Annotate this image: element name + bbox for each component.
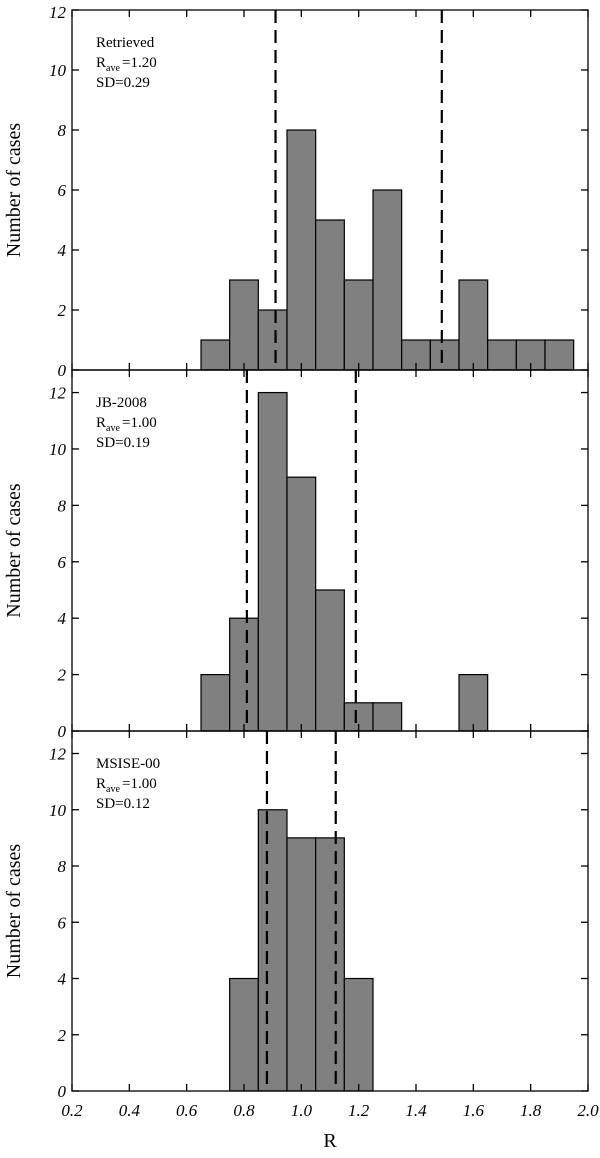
y-tick-label: 6 <box>58 181 67 200</box>
x-tick-label: 0.8 <box>233 1101 255 1120</box>
x-tick-label: 2.0 <box>577 1101 599 1120</box>
y-tick-label: 0 <box>58 361 67 380</box>
histogram-panel-2: 0 2 4 6 8 10 12 Number of cases JB-2008 R ave =1.00… <box>3 369 589 741</box>
histogram-bar <box>257 391 288 732</box>
x-tick-label: 1.6 <box>463 1101 485 1120</box>
y-tick-label: 0 <box>58 1082 67 1101</box>
y-tick-label: 6 <box>58 553 67 572</box>
annotation-name: Retrieved <box>96 35 155 51</box>
histogram-bar <box>487 339 517 371</box>
histogram-bar <box>229 279 259 371</box>
y-axis-label: Number of cases <box>3 123 25 258</box>
y-tick-label: 2 <box>58 301 67 320</box>
histogram-panel-1: 0 2 4 6 8 10 12 Number of cases Retrieved R ave =1.… <box>3 3 589 380</box>
annotation-r-subscript: ave <box>106 423 120 434</box>
annotation-r-subscript: ave <box>106 63 120 74</box>
histogram-bar <box>544 339 575 371</box>
histogram-bar <box>229 617 259 732</box>
histogram-bar <box>286 837 317 1092</box>
x-tick-label: 1.2 <box>348 1101 370 1120</box>
histogram-bar <box>229 977 259 1092</box>
y-tick-label: 4 <box>58 609 67 628</box>
y-tick-label: 8 <box>58 857 67 876</box>
y-tick-label: 10 <box>49 61 67 80</box>
annotation-name: MSISE-00 <box>96 756 160 772</box>
histogram-bar <box>343 977 374 1092</box>
y-tick-label: 12 <box>49 3 67 22</box>
y-tick-label: 4 <box>58 970 67 989</box>
y-axis-label: Number of cases <box>3 483 25 618</box>
annotation-r-subscript: ave <box>106 784 120 795</box>
plot-frame <box>71 730 589 1092</box>
histogram-bar <box>429 339 460 371</box>
y-tick-label: 2 <box>58 1026 67 1045</box>
annotation-r-symbol: R <box>96 415 106 431</box>
y-tick-label: 12 <box>49 384 67 403</box>
y-axis-label: Number of cases <box>3 844 25 979</box>
x-axis-label: R <box>323 1130 337 1152</box>
y-tick-label: 8 <box>58 496 67 515</box>
histogram-bar <box>372 189 403 371</box>
x-tick-label: 0.4 <box>119 1101 141 1120</box>
annotation-r-value: =1.00 <box>122 776 157 792</box>
histogram-bar <box>200 673 231 732</box>
annotation-r-value: =1.00 <box>122 415 157 431</box>
y-tick-label: 10 <box>49 440 67 459</box>
y-tick-label: 2 <box>58 666 67 685</box>
x-tick-label: 0.6 <box>176 1101 198 1120</box>
y-tick-label: 6 <box>58 913 67 932</box>
histogram-bar <box>200 339 231 371</box>
annotation-sd: SD=0.19 <box>96 435 150 451</box>
histogram-bar <box>372 702 403 732</box>
histogram-bar <box>458 279 489 371</box>
y-tick-label: 4 <box>58 241 67 260</box>
y-tick-label: 8 <box>58 121 67 140</box>
annotation-sd: SD=0.29 <box>96 75 150 91</box>
annotation-sd: SD=0.12 <box>96 796 150 812</box>
annotation-r-symbol: R <box>96 55 106 71</box>
y-tick-label: 0 <box>58 722 67 741</box>
y-tick-label: 12 <box>49 745 67 764</box>
annotation-r-symbol: R <box>96 776 106 792</box>
x-tick-label: 1.4 <box>405 1101 427 1120</box>
annotation-name: JB-2008 <box>96 395 147 411</box>
histogram-bar <box>257 809 288 1092</box>
annotation-r-value: =1.20 <box>122 55 157 71</box>
x-tick-label: 0.2 <box>61 1101 83 1120</box>
histogram-bar <box>286 129 317 371</box>
histogram-bar <box>257 309 288 371</box>
y-tick-label: 10 <box>49 801 67 820</box>
histogram-bar <box>458 673 489 732</box>
x-tick-label: 1.8 <box>520 1101 542 1120</box>
histogram-panel-3: 0 2 4 6 8 10 12 Number of cases MSISE-00 R ave =1.0… <box>3 730 589 1101</box>
histogram-bar <box>343 279 374 371</box>
histogram-bar <box>315 589 345 732</box>
histogram-bar <box>286 476 317 732</box>
histogram-bar <box>315 219 345 371</box>
histogram-bar <box>315 837 345 1092</box>
x-tick-label: 1.0 <box>291 1101 313 1120</box>
